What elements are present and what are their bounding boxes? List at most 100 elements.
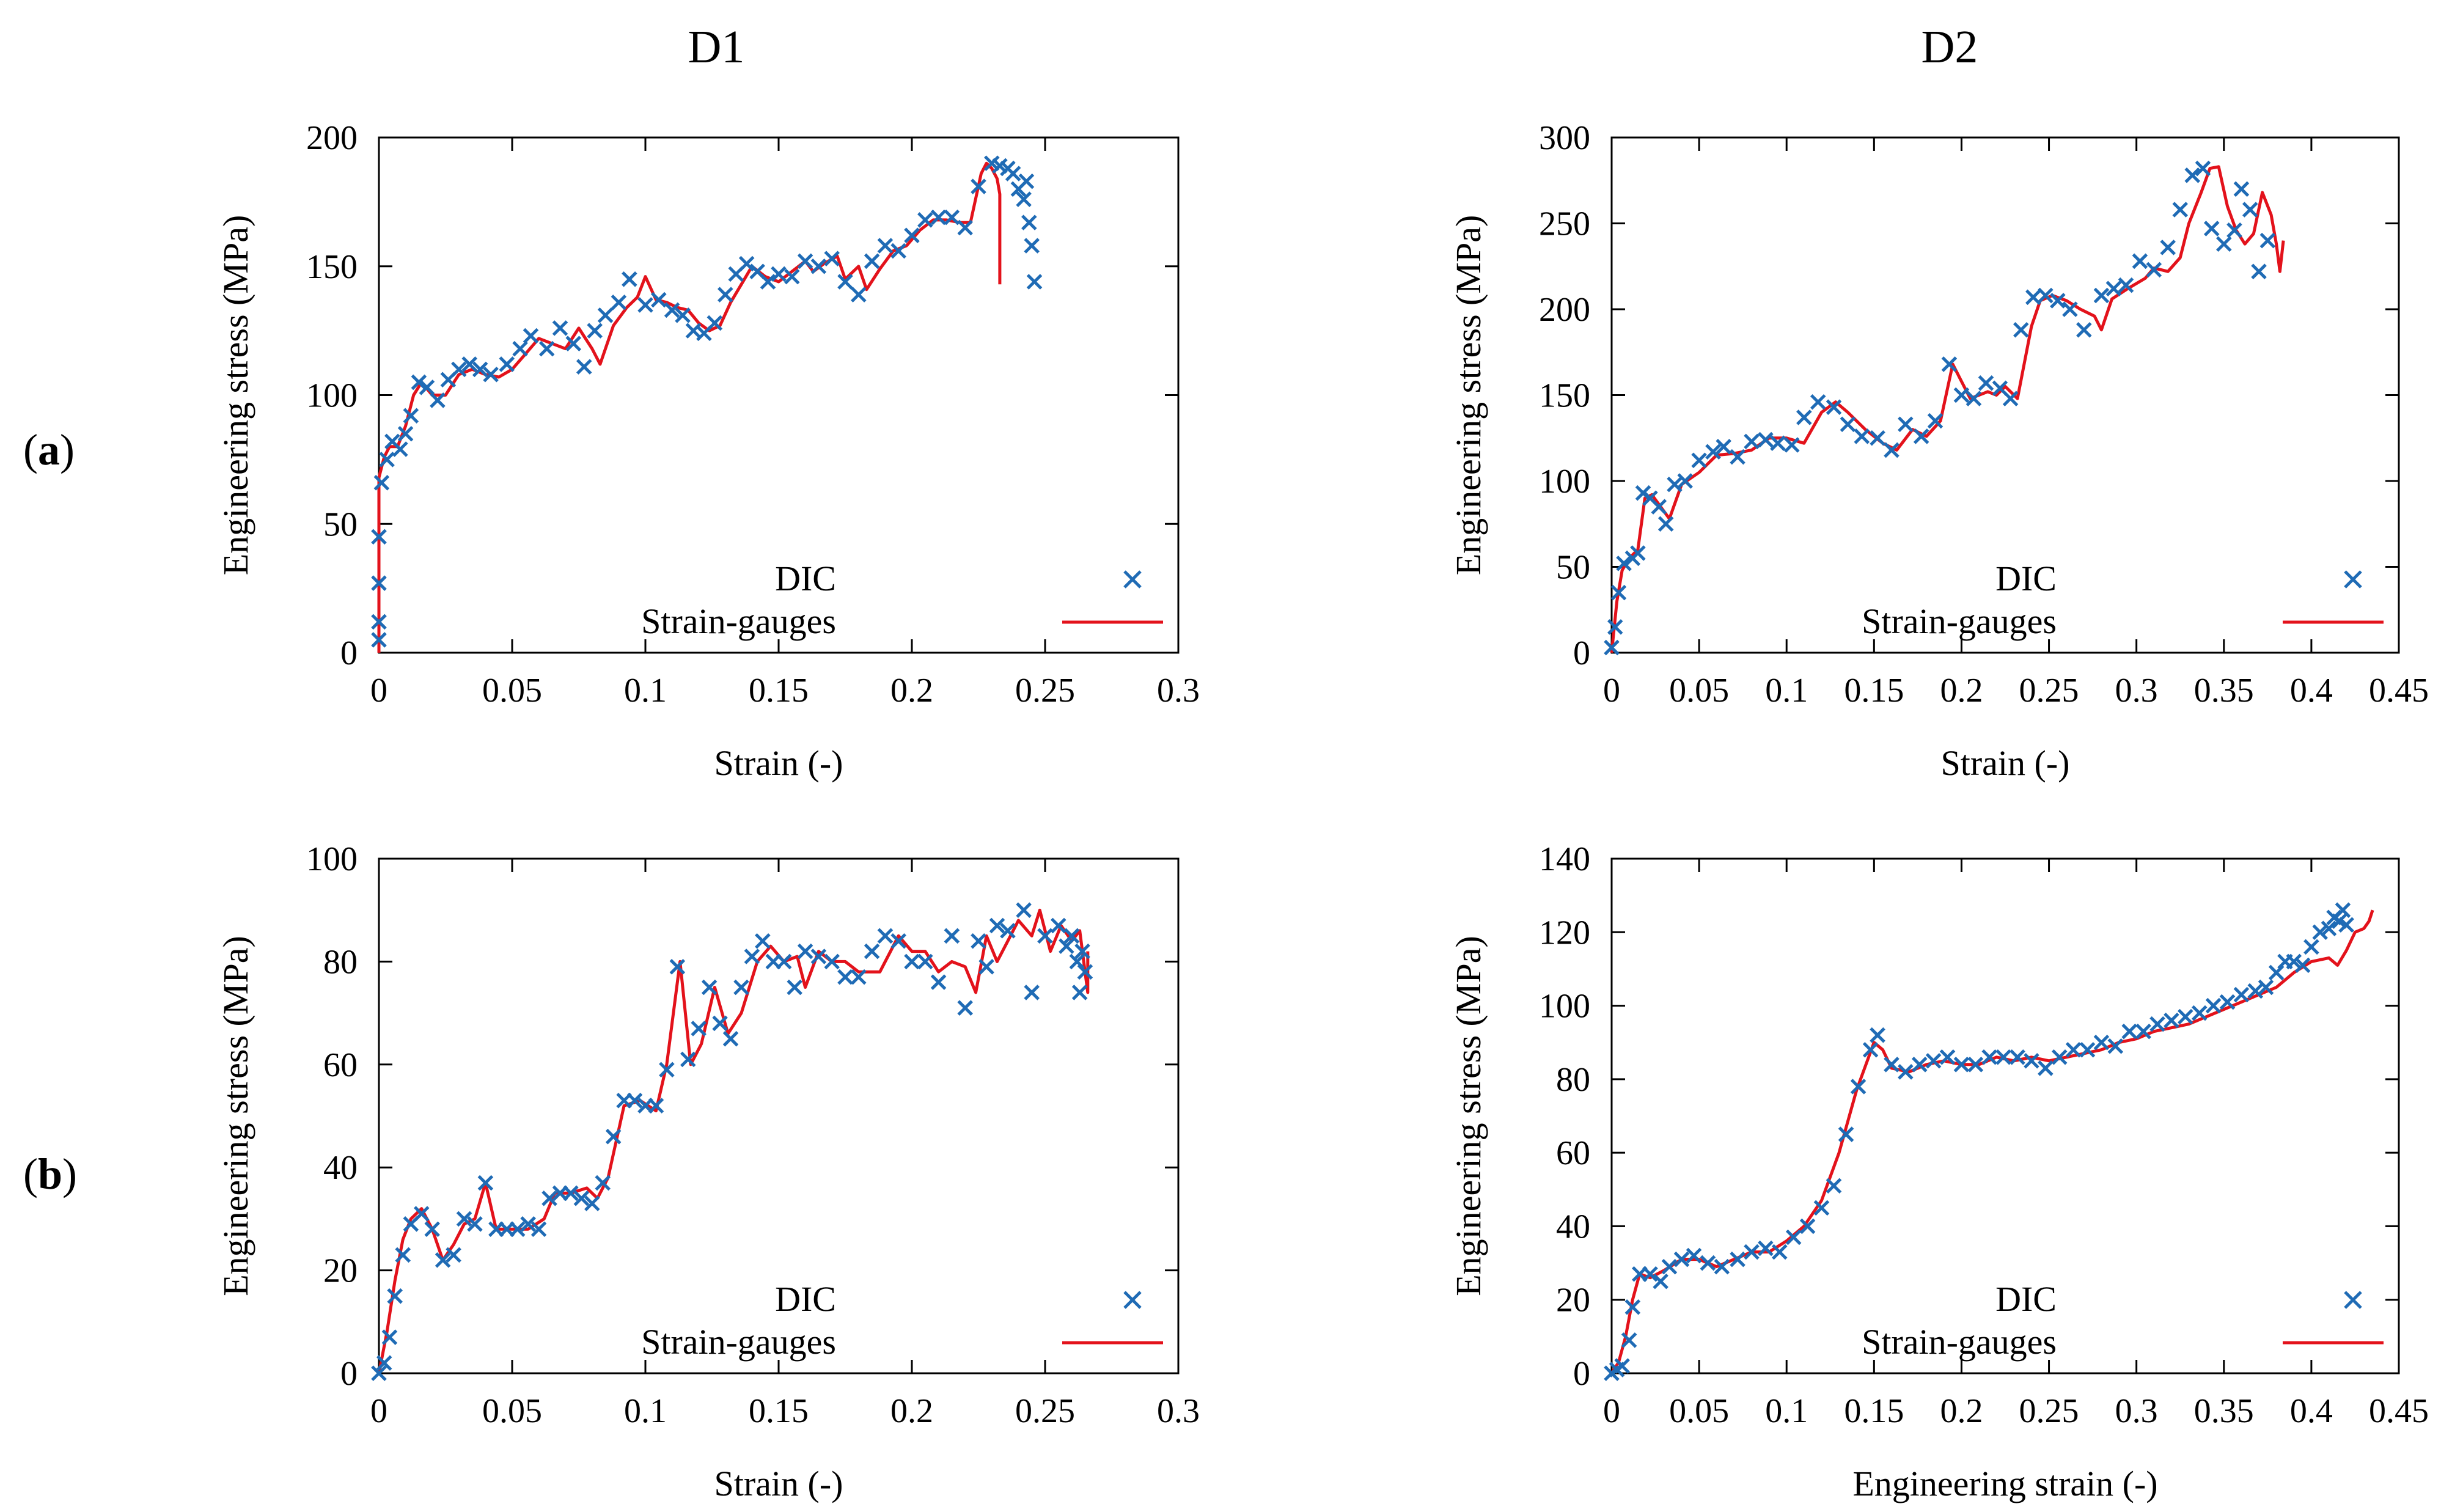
dic-point (387, 1288, 403, 1304)
x-tick-label: 0.45 (2369, 1392, 2429, 1430)
legend-label-dic: DIC (1995, 559, 2057, 598)
y-tick-label: 80 (323, 943, 358, 981)
dic-point (675, 307, 691, 323)
dic-point (523, 328, 539, 344)
dic-point (1898, 416, 1914, 433)
dic-point (1870, 430, 1885, 446)
dic-point (904, 227, 920, 243)
dic-point (1651, 499, 1667, 515)
dic-point (1953, 387, 1970, 403)
dic-point (837, 969, 853, 985)
dic-point (461, 356, 478, 372)
dic-point (2191, 1005, 2208, 1021)
dic-point (2038, 287, 2054, 304)
dic-point (2178, 1008, 2193, 1025)
series-line-strain-gauges (1610, 909, 2374, 1374)
dic-point (2338, 917, 2354, 933)
dic-point (573, 1190, 590, 1206)
chart-panel-b-d2: 0 0.05 0.1 0.15 0.2 0.25 0.3 0.35 0.4 0.45 0 20 40 60… (1448, 840, 2429, 1503)
x-axis-label: Engineering strain (-) (1852, 1464, 2157, 1503)
dic-point (2233, 181, 2250, 197)
x-tick-label: 0.35 (2194, 1392, 2254, 1430)
dic-point (2160, 240, 2176, 255)
y-tick-label: 80 (1556, 1061, 1590, 1099)
dic-point (1604, 639, 1620, 656)
dic-point (1077, 964, 1093, 980)
dic-point (1911, 1057, 1928, 1073)
dic-point (446, 1247, 461, 1263)
dic-point (1051, 917, 1066, 934)
dic-point (2135, 1023, 2151, 1040)
dic-point (499, 356, 515, 372)
dic-point (1691, 452, 1707, 469)
dic-point (1978, 375, 1994, 391)
y-axis-label: Engineering stress (MPa) (1448, 215, 1488, 576)
y-tick-label: 100 (1539, 988, 1590, 1026)
x-tick-label: 0.25 (1015, 672, 1075, 710)
dic-point (2259, 232, 2276, 249)
y-axis-label: Engineering stress (MPa) (216, 936, 255, 1296)
dic-point (1730, 449, 1745, 465)
dic-point (1716, 439, 1731, 455)
dic-point (371, 632, 387, 648)
dic-point (810, 258, 827, 274)
dic-point (1966, 391, 1982, 406)
dic-point (563, 1185, 579, 1202)
y-tick-label: 50 (323, 505, 358, 543)
dic-point (797, 253, 813, 270)
dic-point (2038, 1060, 2054, 1076)
dic-point (1772, 1244, 1788, 1260)
dic-point (1939, 1049, 1956, 1065)
legend-marker-dic (2344, 570, 2362, 589)
dic-point (2010, 1049, 2025, 1065)
dic-point (877, 928, 894, 944)
dic-point (1018, 173, 1035, 189)
dic-point (1005, 166, 1021, 182)
dic-point (1810, 394, 1826, 410)
x-tick-label: 0 (1603, 672, 1620, 710)
dic-point (1621, 1332, 1637, 1348)
dic-point (395, 1247, 411, 1263)
dic-point (424, 1221, 440, 1238)
legend-label-strain-gauges: Strain-gauges (1862, 1322, 2057, 1362)
y-tick-label: 0 (1573, 1355, 1590, 1393)
dic-point (1840, 416, 1856, 433)
y-tick-label: 40 (1556, 1208, 1590, 1246)
dic-point (1016, 191, 1032, 207)
dic-point (824, 251, 840, 266)
dic-point (1037, 928, 1053, 944)
dic-point (755, 933, 771, 949)
dic-point (1642, 1266, 1658, 1282)
dic-point (1610, 584, 1627, 601)
dic-point (565, 336, 582, 351)
y-tick-label: 60 (1556, 1134, 1590, 1172)
dic-point (1913, 428, 1929, 444)
dic-point (381, 1329, 398, 1345)
dic-point (864, 943, 880, 960)
x-tick-label: 0.25 (2019, 1392, 2079, 1430)
legend-label-strain-gauges: Strain-gauges (641, 1322, 836, 1362)
x-tick-label: 0.3 (1157, 672, 1200, 710)
y-axis-label: Engineering stress (MPa) (216, 215, 255, 576)
dic-point (760, 274, 776, 290)
dic-point (541, 1190, 557, 1206)
dic-point (371, 1365, 387, 1381)
dic-point (2065, 1041, 2082, 1058)
dic-point (1000, 923, 1016, 939)
y-tick-label: 40 (323, 1149, 358, 1187)
dic-point (2050, 293, 2066, 309)
dic-point (1677, 473, 1693, 489)
dic-point (1021, 215, 1037, 230)
dic-point (472, 361, 488, 378)
legend-marker-dic (1123, 570, 1142, 589)
dic-point (917, 212, 933, 228)
dic-point (1770, 435, 1786, 451)
dic-point (733, 979, 749, 996)
series-line-strain-gauges (1610, 165, 2285, 653)
dic-point (411, 374, 427, 391)
dic-point (797, 943, 813, 960)
dic-point (1884, 442, 1900, 458)
legend-label-strain-gauges: Strain-gauges (1862, 601, 2057, 641)
dic-point (456, 1211, 472, 1227)
dic-point (2258, 979, 2274, 996)
